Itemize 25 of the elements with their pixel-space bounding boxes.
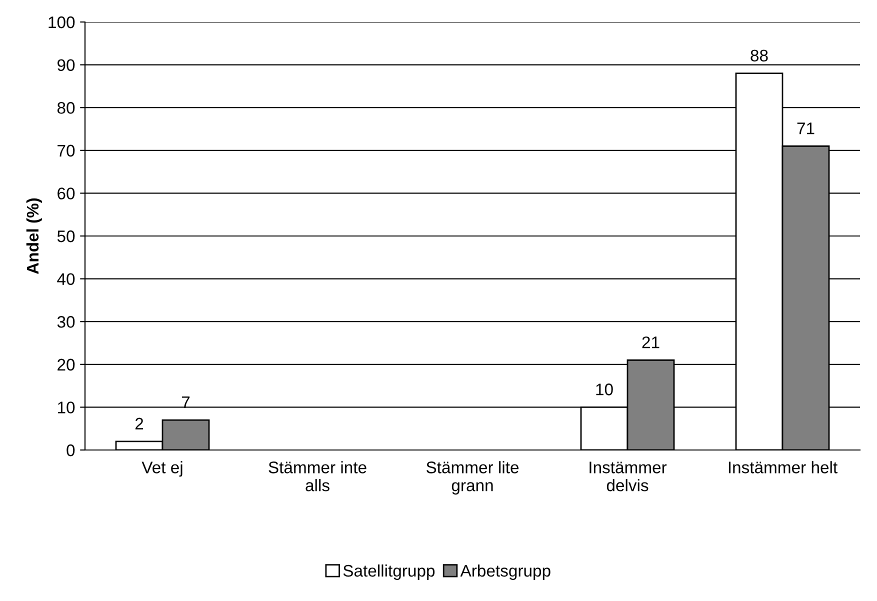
data-label: 2 <box>135 418 144 430</box>
y-tick-label: 30 <box>57 316 75 328</box>
y-tick-label: 100 <box>48 16 75 28</box>
x-tick-label: Instämmer helt <box>728 461 838 474</box>
y-tick-label: 10 <box>58 402 75 414</box>
y-tick-label: 50 <box>57 230 75 242</box>
x-tick-label: Stämmer lite grann <box>426 461 519 495</box>
y-tick-label: 80 <box>57 102 75 114</box>
y-tick-label: 90 <box>58 59 75 72</box>
y-axis-title: Andel (%) <box>26 198 42 274</box>
legend-label: Arbetsgrupp <box>460 564 550 580</box>
data-label: 7 <box>182 396 190 408</box>
y-tick-label: 20 <box>58 358 75 371</box>
x-tick-label: Stämmer inte alls <box>268 461 366 492</box>
x-tick-label: Vet ej <box>142 461 182 477</box>
x-tick-label: Instämmer delvis <box>590 462 667 492</box>
data-label: 88 <box>750 50 768 62</box>
legend-label: Satellitgrupp <box>343 564 435 580</box>
data-label: 10 <box>596 384 613 396</box>
y-tick-label: 0 <box>66 444 75 456</box>
y-tick-label: 70 <box>58 144 75 157</box>
data-label: 71 <box>797 122 814 134</box>
y-tick-label: 40 <box>57 273 75 286</box>
data-label: 21 <box>642 336 660 348</box>
y-tick-label: 60 <box>58 188 75 200</box>
